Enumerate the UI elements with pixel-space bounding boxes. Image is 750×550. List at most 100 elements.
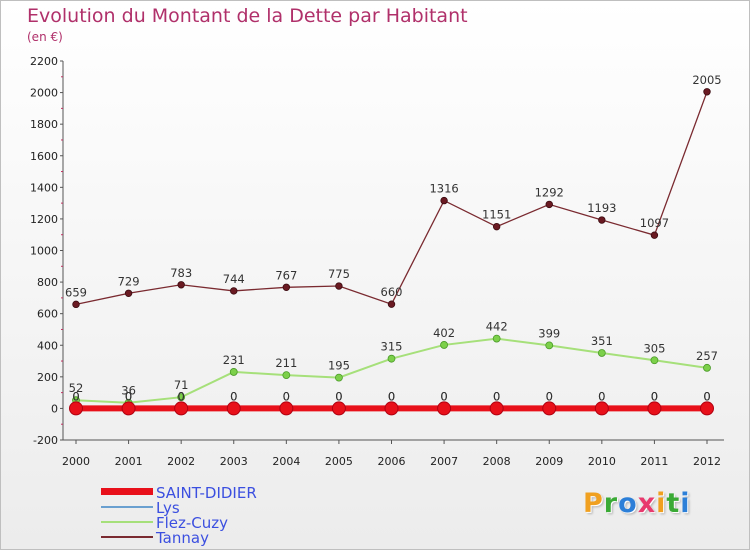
data-point-tannay: [282, 283, 291, 291]
logo-letter: t: [666, 488, 681, 519]
data-label-saint-didier: 0: [178, 389, 185, 403]
data-label-lys: 0: [230, 389, 237, 403]
x-tick-label: 2010: [588, 455, 616, 468]
y-tick-label: 800: [37, 276, 58, 289]
data-label-flez-cuzy: 71: [174, 378, 189, 392]
logo-letter: P: [583, 488, 604, 519]
data-label-flez-cuzy: 442: [486, 320, 508, 334]
chart-subtitle: (en €): [27, 30, 63, 44]
legend-swatch-tannay: [101, 536, 153, 538]
x-tick-label: 2009: [535, 455, 563, 468]
data-label-tannay: 767: [275, 268, 297, 282]
data-point-flez-cuzy: [440, 341, 448, 349]
x-tick-label: 2006: [378, 455, 406, 468]
data-point-tannay: [387, 300, 396, 308]
data-label-tannay: 744: [223, 272, 245, 286]
legend-label-lys: Lys: [156, 499, 180, 517]
y-tick-label: 1000: [30, 245, 58, 258]
data-label-flez-cuzy: 305: [643, 341, 665, 355]
logo-letter: i: [656, 488, 667, 519]
data-point-saint-didier: [69, 401, 83, 416]
x-tick-label: 2004: [272, 455, 300, 468]
data-label-lys: 0: [335, 389, 342, 403]
data-point-flez-cuzy: [492, 334, 501, 343]
data-point-saint-didier: [647, 401, 662, 416]
data-point-saint-didier: [700, 401, 714, 416]
data-point-tannay: [492, 222, 501, 231]
data-point-tannay: [124, 289, 133, 297]
data-label-tannay: 659: [65, 285, 87, 299]
logo-letter: x: [637, 488, 657, 519]
data-label-flez-cuzy: 195: [328, 359, 350, 373]
data-label-lys: 0: [178, 389, 185, 403]
data-point-tannay: [650, 231, 659, 239]
data-label-saint-didier: 0: [230, 389, 237, 403]
y-tick-label: 1800: [30, 118, 58, 131]
data-label-lys: 0: [546, 389, 553, 403]
data-label-saint-didier: 0: [703, 389, 710, 403]
data-point-flez-cuzy: [387, 354, 396, 363]
data-label-lys: 0: [388, 389, 395, 403]
data-point-saint-didier: [489, 401, 504, 416]
data-label-saint-didier: 0: [598, 389, 605, 403]
data-point-tannay: [440, 196, 448, 205]
y-tick-label: -200: [33, 434, 58, 447]
data-label-saint-didier: 0: [440, 389, 447, 403]
data-point-tannay: [598, 216, 606, 224]
data-point-flez-cuzy: [229, 368, 238, 376]
data-point-saint-didier: [174, 401, 189, 416]
data-point-tannay: [335, 282, 343, 290]
x-tick-label: 2003: [220, 455, 248, 468]
legend-label-saint-didier: SAINT-DIDIER: [156, 484, 257, 502]
y-tick-label: 1400: [30, 181, 58, 194]
data-point-saint-didier: [331, 401, 346, 416]
data-label-tannay: 1193: [587, 201, 616, 215]
data-point-flez-cuzy: [597, 349, 606, 357]
y-tick-label: 2000: [30, 87, 58, 100]
legend-label-flez-cuzy: Flez-Cuzy: [156, 514, 229, 532]
data-point-saint-didier: [542, 401, 557, 416]
data-label-saint-didier: 0: [546, 389, 553, 403]
data-label-lys: 0: [598, 389, 605, 403]
data-label-flez-cuzy: 52: [69, 381, 84, 395]
data-label-flez-cuzy: 315: [381, 340, 403, 354]
data-label-flez-cuzy: 231: [223, 353, 245, 367]
data-label-saint-didier: 0: [493, 389, 500, 403]
data-label-tannay: 1292: [535, 185, 564, 199]
data-label-flez-cuzy: 351: [591, 334, 613, 348]
data-point-flez-cuzy: [545, 341, 554, 350]
data-label-lys: 0: [493, 389, 500, 403]
x-tick-label: 2012: [693, 455, 721, 468]
data-label-flez-cuzy: 257: [696, 349, 718, 363]
data-point-saint-didier: [226, 401, 241, 416]
data-point-flez-cuzy: [650, 356, 659, 365]
logo-letter: i: [680, 488, 691, 519]
data-point-saint-didier: [384, 401, 399, 416]
data-label-saint-didier: 0: [335, 389, 342, 403]
x-tick-label: 2007: [430, 455, 458, 468]
data-label-tannay: 2005: [692, 73, 721, 87]
data-point-tannay: [72, 300, 80, 309]
data-label-tannay: 660: [381, 285, 403, 299]
y-tick-label: 0: [51, 402, 58, 415]
data-point-saint-didier: [279, 401, 294, 416]
data-label-lys: 0: [440, 389, 447, 403]
y-tick-label: 2200: [30, 55, 58, 68]
data-label-saint-didier: 0: [72, 389, 79, 403]
data-label-saint-didier: 0: [651, 389, 658, 403]
data-label-flez-cuzy: 402: [433, 326, 455, 340]
y-tick-label: 600: [37, 308, 58, 321]
data-point-flez-cuzy: [282, 371, 291, 379]
data-point-saint-didier: [121, 401, 136, 416]
data-label-lys: 0: [72, 389, 79, 403]
data-label-flez-cuzy: 36: [121, 384, 136, 398]
x-tick-label: 2008: [483, 455, 511, 468]
data-label-flez-cuzy: 211: [275, 356, 297, 370]
data-label-tannay: 783: [170, 266, 192, 280]
data-label-lys: 0: [125, 389, 132, 403]
data-label-tannay: 1097: [640, 216, 669, 230]
legend-swatch-lys: [101, 506, 153, 508]
legend-swatch-flez-cuzy: [101, 521, 153, 523]
